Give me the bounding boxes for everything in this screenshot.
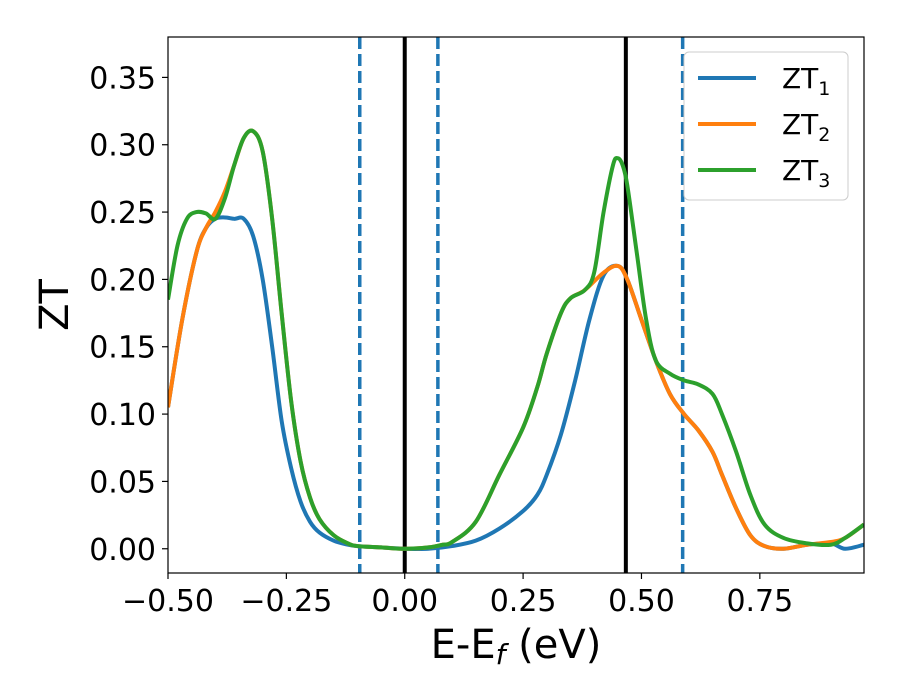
y-tick-label: 0.00 (89, 533, 156, 568)
y-tick-label: 0.30 (89, 129, 156, 164)
x-tick-label: 0.25 (490, 584, 557, 619)
legend-label-2: ZT2 (782, 108, 830, 146)
y-tick-label: 0.05 (89, 465, 156, 500)
y-axis-label: ZT (32, 279, 78, 331)
series-line-3 (168, 128, 864, 551)
x-tick-label: 0.75 (726, 584, 793, 619)
plot-frame (167, 36, 865, 574)
y-axis-ticks: 0.00 0.05 0.10 0.15 0.20 0.25 0.30 0.35 (89, 61, 168, 568)
y-tick-label: 0.35 (89, 61, 156, 96)
x-tick-label: 0.50 (608, 584, 675, 619)
y-tick-label: 0.15 (89, 331, 156, 366)
x-axis-label: E-Ef (eV) (431, 622, 602, 671)
legend: ZT1 ZT2 ZT3 (683, 51, 849, 201)
y-tick-label: 0.20 (89, 263, 156, 298)
legend-label-1: ZT1 (782, 62, 830, 100)
vertical-lines (358, 37, 685, 573)
x-tick-label: −0.25 (240, 584, 332, 619)
y-tick-label: 0.25 (89, 196, 156, 231)
legend-frame (683, 51, 849, 201)
series-group (168, 128, 864, 552)
x-tick-label: 0.00 (371, 584, 438, 619)
x-tick-label: −0.50 (122, 584, 214, 619)
legend-label-3: ZT3 (782, 154, 830, 192)
x-axis-ticks: −0.50 −0.25 0.00 0.25 0.50 0.75 (122, 573, 793, 619)
y-tick-label: 0.10 (89, 398, 156, 433)
